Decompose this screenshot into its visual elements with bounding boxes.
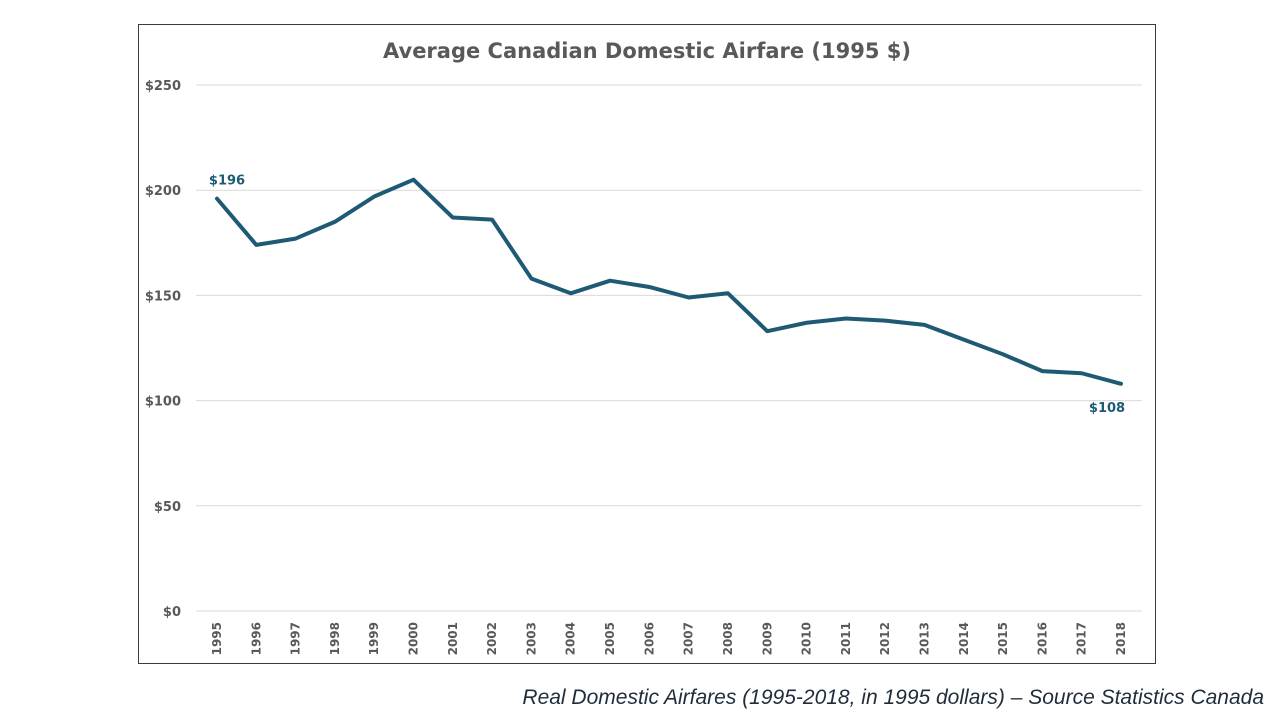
chart-frame bbox=[138, 24, 1156, 664]
x-tick-label: 2011 bbox=[839, 622, 853, 655]
x-tick-label: 2004 bbox=[564, 622, 578, 655]
y-tick-label: $150 bbox=[145, 289, 181, 304]
x-axis-ticks: 1995 1996 1997 1998 1999 2000 2001 2002 2003 2004… bbox=[210, 622, 1128, 655]
data-label: $108 bbox=[1089, 401, 1125, 416]
x-tick-label: 2002 bbox=[485, 622, 499, 655]
series-line bbox=[215, 177, 1123, 386]
x-tick-label: 1997 bbox=[289, 622, 303, 655]
x-tick-label: 2013 bbox=[917, 622, 931, 655]
x-tick-label: 1999 bbox=[367, 622, 381, 655]
data-labels: $196 $108 bbox=[209, 174, 1125, 416]
x-tick-label: 1998 bbox=[328, 622, 342, 655]
y-axis-ticks: $0 $50 $100 $150 $200 $250 bbox=[145, 79, 181, 620]
gridlines bbox=[196, 84, 1142, 612]
y-tick-label: $50 bbox=[154, 500, 181, 515]
x-tick-label: 2003 bbox=[524, 622, 538, 655]
x-tick-label: 2005 bbox=[603, 622, 617, 655]
x-tick-label: 2006 bbox=[642, 622, 656, 655]
x-tick-label: 2009 bbox=[760, 622, 774, 655]
x-tick-label: 1996 bbox=[249, 622, 263, 655]
x-tick-label: 2016 bbox=[1035, 622, 1049, 655]
x-tick-label: 2001 bbox=[446, 622, 460, 655]
x-tick-label: 1995 bbox=[210, 622, 224, 655]
y-tick-label: $250 bbox=[145, 79, 181, 94]
x-tick-label: 2012 bbox=[878, 622, 892, 655]
chart-title: Average Canadian Domestic Airfare (1995 … bbox=[383, 39, 911, 63]
x-tick-label: 2017 bbox=[1075, 622, 1089, 655]
x-tick-label: 2014 bbox=[957, 622, 971, 655]
x-tick-label: 2015 bbox=[996, 622, 1010, 655]
x-tick-label: 2018 bbox=[1114, 622, 1128, 655]
source-caption: Real Domestic Airfares (1995-2018, in 19… bbox=[522, 686, 1264, 709]
y-tick-label: $200 bbox=[145, 184, 181, 199]
x-tick-label: 2007 bbox=[682, 622, 696, 655]
series-layer bbox=[215, 177, 1123, 386]
x-tick-label: 2010 bbox=[800, 622, 814, 655]
x-tick-label: 2008 bbox=[721, 622, 735, 655]
data-label: $196 bbox=[209, 174, 245, 189]
x-tick-label: 2000 bbox=[407, 622, 421, 655]
y-tick-label: $0 bbox=[163, 605, 181, 620]
y-tick-label: $100 bbox=[145, 395, 181, 410]
